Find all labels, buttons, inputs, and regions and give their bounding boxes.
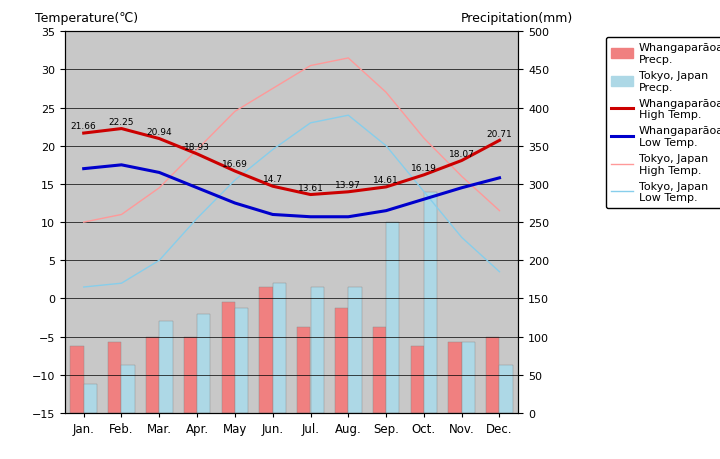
Text: 13.97: 13.97 — [336, 180, 361, 190]
Bar — [122, 365, 135, 413]
Bar — [84, 385, 97, 413]
Bar — [146, 337, 159, 413]
Bar — [335, 308, 348, 413]
Text: 20.94: 20.94 — [146, 128, 172, 136]
Bar — [386, 223, 400, 413]
Text: 20.71: 20.71 — [487, 129, 513, 138]
Bar — [500, 365, 513, 413]
Legend: Whangaparāoa
Precp., Tokyo, Japan
Precp., Whangaparāoa
High Temp., Whangaparāoa
: Whangaparāoa Precp., Tokyo, Japan Precp.… — [606, 38, 720, 208]
Bar — [108, 342, 122, 413]
Bar — [222, 302, 235, 413]
Text: Temperature(℃): Temperature(℃) — [35, 11, 138, 24]
Bar — [486, 337, 500, 413]
Bar — [71, 347, 84, 413]
Bar — [259, 287, 273, 413]
Bar — [424, 192, 437, 413]
Bar — [184, 337, 197, 413]
Text: 22.25: 22.25 — [109, 118, 134, 127]
Text: 16.19: 16.19 — [411, 164, 437, 173]
Bar — [410, 347, 424, 413]
Text: 16.69: 16.69 — [222, 160, 248, 169]
Text: 14.61: 14.61 — [373, 176, 399, 185]
Bar — [373, 327, 386, 413]
Text: 18.07: 18.07 — [449, 149, 474, 158]
Text: Precipitation(mm): Precipitation(mm) — [461, 11, 573, 24]
Text: 14.7: 14.7 — [263, 175, 283, 184]
Bar — [197, 314, 210, 413]
Bar — [348, 287, 361, 413]
Bar — [235, 308, 248, 413]
Bar — [310, 287, 324, 413]
Bar — [462, 342, 475, 413]
Text: 18.93: 18.93 — [184, 143, 210, 152]
Bar — [449, 342, 462, 413]
Bar — [297, 327, 310, 413]
Bar — [273, 284, 286, 413]
Text: 21.66: 21.66 — [71, 122, 96, 131]
Bar — [159, 322, 173, 413]
Text: 13.61: 13.61 — [297, 183, 323, 192]
